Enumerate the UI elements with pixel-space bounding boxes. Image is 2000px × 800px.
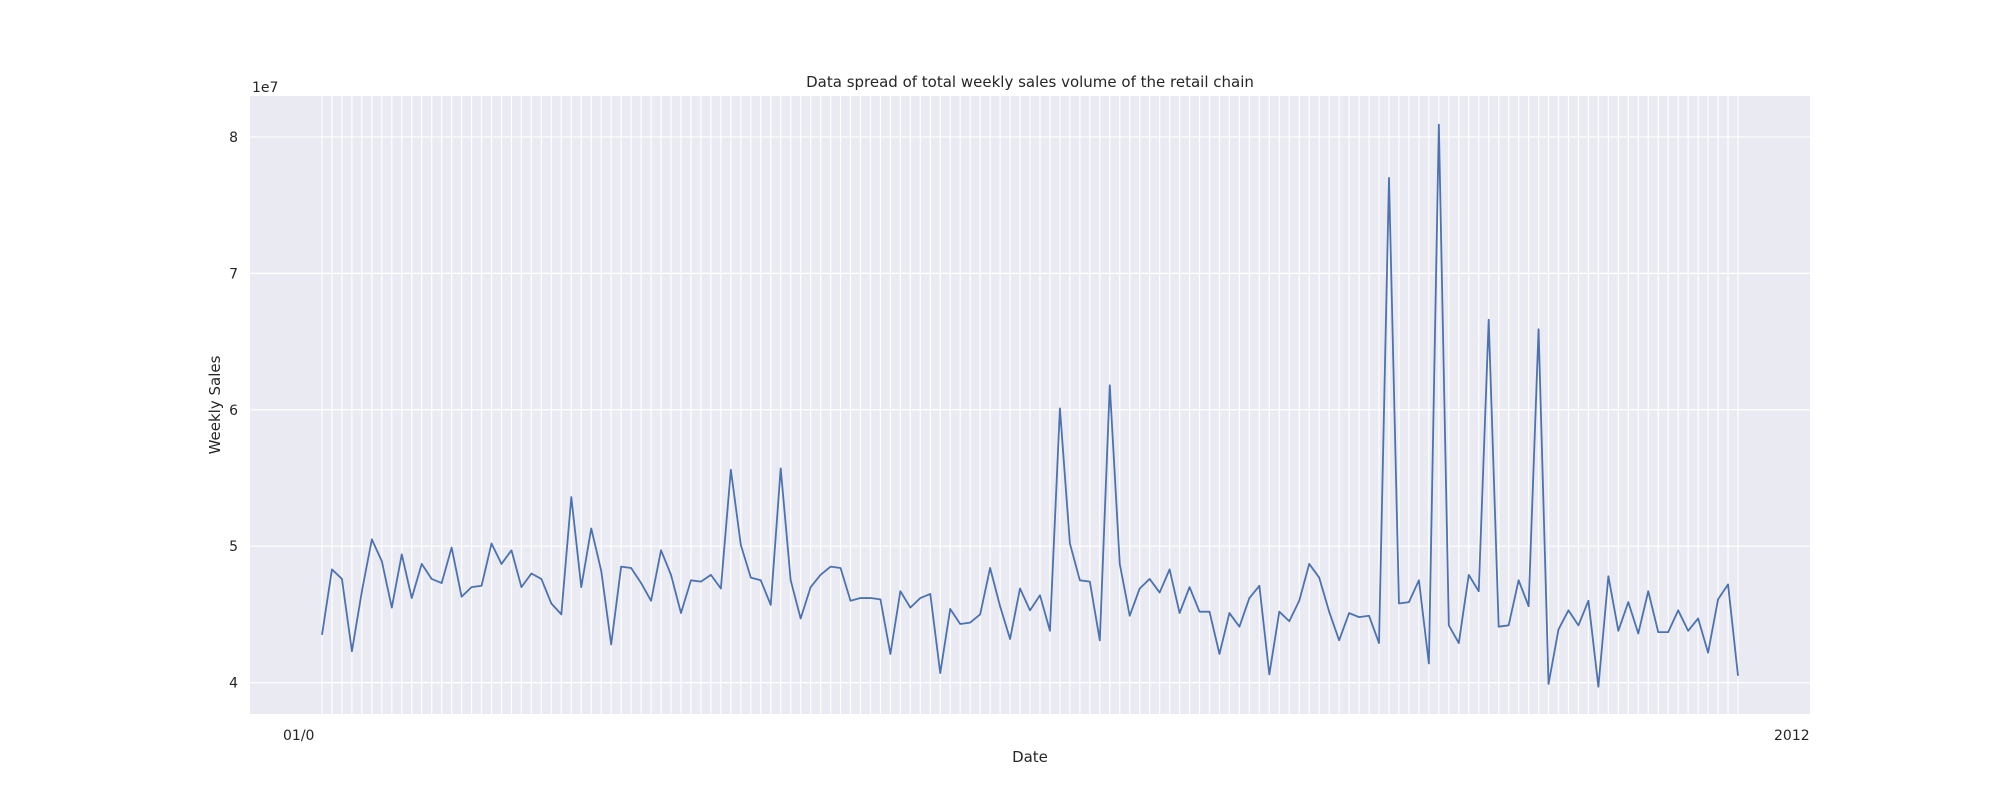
y-tick-label: 8 [229, 130, 238, 146]
y-axis-label: Weekly Sales [206, 355, 224, 454]
y-tick-label: 5 [229, 539, 238, 555]
y-offset-label: 1e7 [252, 80, 278, 96]
x-axis-label: Date [1012, 748, 1048, 766]
data-points [321, 124, 1739, 687]
grid [250, 96, 1810, 714]
y-tick-label: 6 [229, 403, 238, 419]
chart-title: Data spread of total weekly sales volume… [806, 73, 1254, 91]
y-tick-labels: 4 5 6 7 8 [229, 130, 238, 692]
y-tick-label: 4 [229, 676, 238, 692]
y-tick-label: 7 [229, 266, 238, 282]
x-tick-label-first: 01/0 [283, 728, 314, 744]
x-tick-label-last: 2012 [1774, 728, 1810, 744]
